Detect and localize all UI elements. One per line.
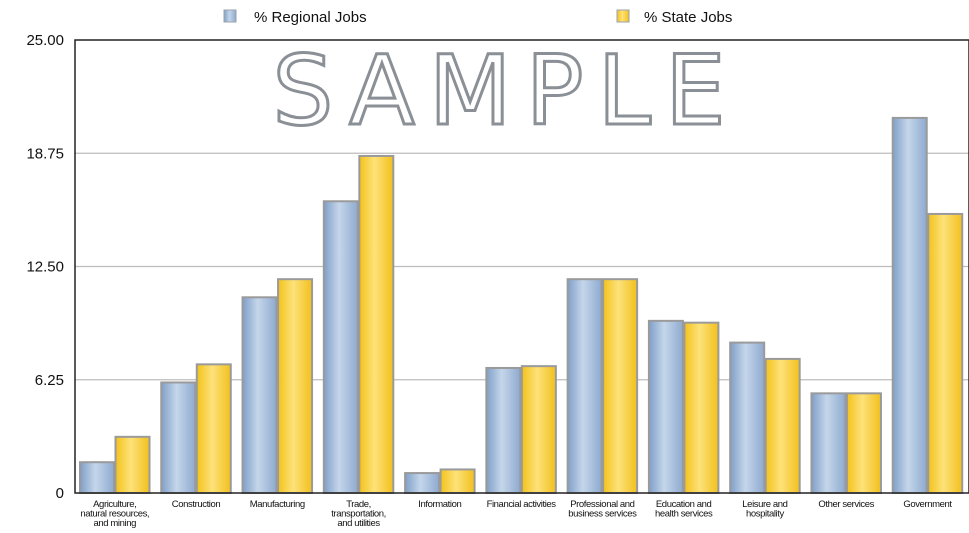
x-category-label: Education and health services — [655, 499, 713, 520]
plot-frame — [74, 39, 969, 494]
bar-regional — [485, 366, 522, 494]
gridlines — [75, 152, 969, 381]
bar-state — [602, 278, 639, 494]
bar-state — [520, 365, 557, 494]
x-category-label-line: Other services — [818, 499, 874, 510]
x-category-label-line: Leisure and — [742, 499, 787, 510]
bar-regional — [647, 319, 684, 494]
y-tick-label: 12.50 — [26, 259, 64, 276]
legend-label-regional: % Regional Jobs — [254, 9, 367, 26]
x-category-label: Manufacturing — [250, 499, 305, 510]
bar-regional — [810, 392, 847, 494]
bar-state — [683, 321, 720, 494]
sample-watermark: SAMPLE — [272, 35, 739, 147]
legend-label-state: % State Jobs — [644, 9, 732, 26]
x-category-label: Leisure and hospitality — [742, 499, 787, 520]
x-category-label: Information — [418, 499, 461, 510]
bar-regional — [891, 116, 928, 495]
bar-state — [114, 435, 151, 495]
bar-state — [195, 363, 232, 494]
x-category-label-line: health services — [655, 509, 713, 520]
x-category-label-line: Manufacturing — [250, 499, 305, 510]
y-axis: 0 6.25 12.50 18.75 25.00 — [26, 32, 64, 502]
legend-swatch-regional — [223, 9, 237, 23]
x-category-label-line: Construction — [172, 499, 221, 510]
x-category-label-line: and mining — [94, 518, 137, 529]
x-category-label-line: Agriculture, — [93, 499, 136, 510]
bars — [79, 116, 964, 495]
bar-regional — [404, 472, 441, 494]
x-axis-labels: Agriculture, natural resources, and mining… — [80, 499, 952, 529]
y-tick-label: 18.75 — [26, 145, 64, 162]
x-category-label-line: Professional and — [570, 499, 634, 510]
bar-state — [764, 357, 801, 494]
x-category-label-line: and utilities — [337, 518, 380, 529]
x-category-label: Construction — [172, 499, 221, 510]
x-category-label: Trade, transportation, and utilities — [331, 499, 386, 529]
bar-regional — [729, 341, 766, 494]
x-category-label-line: Financial activities — [487, 499, 557, 510]
legend: % Regional Jobs % State Jobs — [223, 9, 732, 26]
x-category-label-line: business services — [568, 509, 637, 520]
y-tick-label: 25.00 — [26, 32, 64, 49]
x-category-label-line: natural resources, — [80, 509, 149, 520]
x-category-label-line: Education and — [656, 499, 712, 510]
x-category-label: Other services — [818, 499, 874, 510]
y-tick-label: 6.25 — [35, 372, 64, 389]
bar-regional — [322, 200, 359, 494]
bar-state — [927, 212, 964, 494]
bar-state — [845, 392, 882, 494]
legend-swatch-state — [616, 9, 630, 23]
x-category-label: Professional and business services — [568, 499, 637, 520]
bar-regional — [79, 461, 115, 495]
bar-regional — [241, 296, 278, 494]
x-category-label-line: Information — [418, 499, 461, 510]
bar-state — [439, 468, 476, 494]
x-category-label: Government — [903, 499, 952, 510]
x-category-label: Agriculture, natural resources, and mining — [80, 499, 149, 529]
y-tick-label: 0 — [56, 485, 64, 502]
x-category-label: Financial activities — [487, 499, 557, 510]
x-category-label-line: Trade, — [346, 499, 371, 510]
x-category-label-line: transportation, — [331, 509, 386, 520]
x-category-label-line: Government — [903, 499, 952, 510]
bar-state — [358, 154, 395, 495]
x-category-label-line: hospitality — [746, 509, 784, 520]
bar-regional — [160, 381, 197, 494]
bar-state — [277, 278, 314, 494]
bar-regional — [566, 278, 603, 494]
